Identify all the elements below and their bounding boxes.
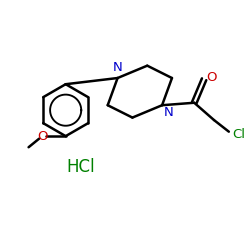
- Text: HCl: HCl: [66, 158, 95, 176]
- Text: Cl: Cl: [232, 128, 245, 141]
- Text: O: O: [206, 71, 217, 84]
- Text: N: N: [113, 60, 122, 74]
- Text: O: O: [37, 130, 48, 142]
- Text: N: N: [163, 106, 173, 120]
